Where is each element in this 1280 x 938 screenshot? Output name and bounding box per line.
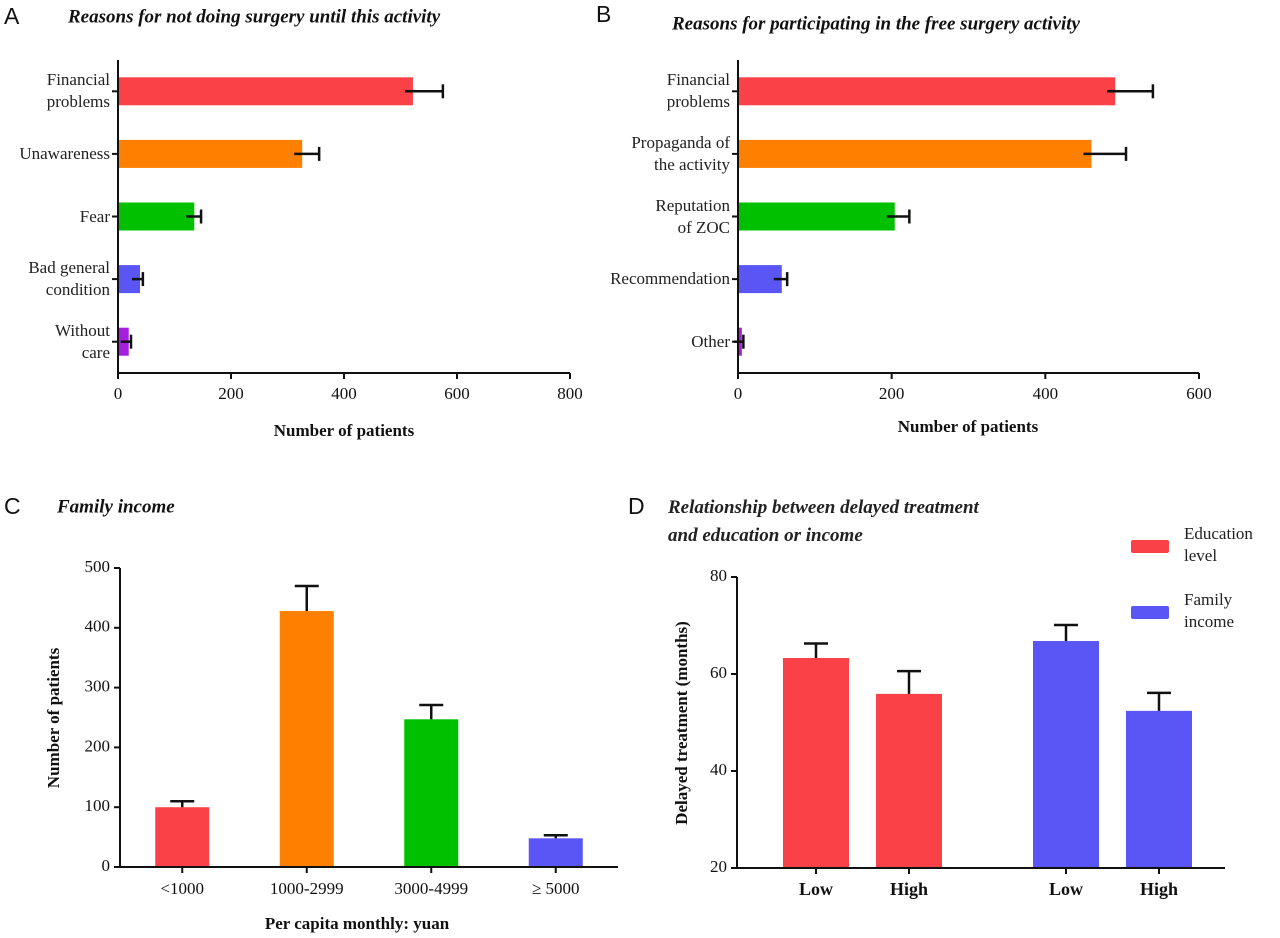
x-tick-label: Low [1049, 879, 1083, 899]
chart-title: Relationship between delayed treatment a… [668, 497, 979, 546]
x-tick-label: 0 [114, 384, 123, 403]
bar [118, 202, 195, 231]
chart-title-box: Relationship between delayed treatment a… [668, 497, 979, 546]
x-tick-label: ≥ 5000 [532, 879, 580, 898]
bar [738, 202, 895, 231]
y-tick-label: Recommendation [610, 269, 730, 289]
x-axis-label: Per capita monthly: yuan [265, 914, 450, 933]
y-tick-label-box: Bad general condition [28, 258, 110, 300]
y-tick-label-box: Propaganda of the activity [631, 132, 730, 174]
bar [118, 139, 303, 168]
legend-label: Family income [1184, 590, 1235, 631]
x-tick-label: 1000-2999 [270, 879, 344, 898]
y-tick-label-box: Other [691, 331, 730, 351]
bar [118, 265, 141, 294]
y-tick-label: 500 [85, 557, 111, 576]
x-tick-label: <1000 [160, 879, 204, 898]
y-tick-label: Other [691, 331, 730, 351]
y-tick-label: 300 [85, 677, 111, 696]
legend-swatch [1131, 606, 1169, 619]
panel-letter: C [4, 493, 21, 519]
bar [118, 77, 413, 106]
x-tick-label: 800 [557, 384, 583, 403]
y-tick-label: Bad general condition [28, 258, 110, 300]
y-tick-label: Fear [79, 206, 110, 226]
bar [404, 719, 459, 867]
y-tick-label-box: Unawareness [19, 143, 110, 163]
y-axis-label: Delayed treatment (months) [672, 621, 691, 825]
y-tick-label: 100 [85, 796, 111, 815]
y-tick-label-box: Reputation of ZOC [655, 195, 730, 237]
y-tick-label-box: Financial problems [46, 70, 110, 112]
y-tick-label: Financial problems [666, 70, 730, 112]
panel-letter: D [628, 493, 645, 519]
y-tick-label-box: Recommendation [610, 269, 730, 289]
x-axis-label: Number of patients [898, 417, 1039, 436]
bar [279, 611, 334, 867]
y-tick-label: Without care [54, 320, 110, 362]
bar [738, 77, 1116, 106]
legend-swatch [1131, 540, 1169, 553]
y-tick-label: 60 [710, 663, 727, 682]
bar [155, 807, 210, 867]
legend-label: Education level [1184, 524, 1253, 565]
y-tick-label: Financial problems [46, 70, 110, 112]
bar [1033, 641, 1099, 868]
bar [783, 657, 849, 868]
y-tick-label: Propaganda of the activity [631, 132, 730, 174]
y-tick-label-box: Without care [54, 320, 110, 362]
x-tick-label: High [890, 879, 928, 899]
chart-title: Reasons for not doing surgery until this… [67, 6, 441, 27]
bar [738, 139, 1092, 168]
chart-title: Family income [56, 496, 175, 517]
x-tick-label: Low [799, 879, 833, 899]
chart-title: Reasons for participating in the free su… [671, 13, 1081, 34]
x-tick-label: 3000-4999 [394, 879, 468, 898]
y-tick-label: 40 [710, 760, 727, 779]
y-axis-label: Number of patients [44, 647, 63, 788]
y-tick-label: 80 [710, 566, 727, 585]
x-tick-label: 600 [1186, 384, 1212, 403]
bar [528, 838, 583, 867]
y-tick-label: 0 [102, 856, 111, 875]
bar [876, 693, 942, 868]
x-tick-label: 400 [1033, 384, 1059, 403]
x-tick-label: 400 [331, 384, 357, 403]
x-tick-label: 200 [218, 384, 244, 403]
x-tick-label: High [1140, 879, 1178, 899]
x-tick-label: 600 [444, 384, 470, 403]
x-tick-label: 0 [734, 384, 743, 403]
legend-label-box: Family income [1184, 590, 1235, 631]
y-tick-label: 200 [85, 736, 111, 755]
x-axis-label: Number of patients [274, 421, 415, 440]
y-tick-label: Reputation of ZOC [655, 195, 730, 237]
bar [1126, 710, 1192, 868]
y-tick-label-box: Fear [79, 206, 110, 226]
y-tick-label-box: Financial problems [666, 70, 730, 112]
panel-letter: B [596, 1, 611, 27]
y-tick-label: 20 [710, 857, 727, 876]
x-tick-label: 200 [879, 384, 905, 403]
y-tick-label: Unawareness [19, 143, 110, 163]
panel-letter: A [4, 3, 20, 29]
legend-label-box: Education level [1184, 524, 1253, 565]
y-tick-label: 400 [85, 617, 111, 636]
